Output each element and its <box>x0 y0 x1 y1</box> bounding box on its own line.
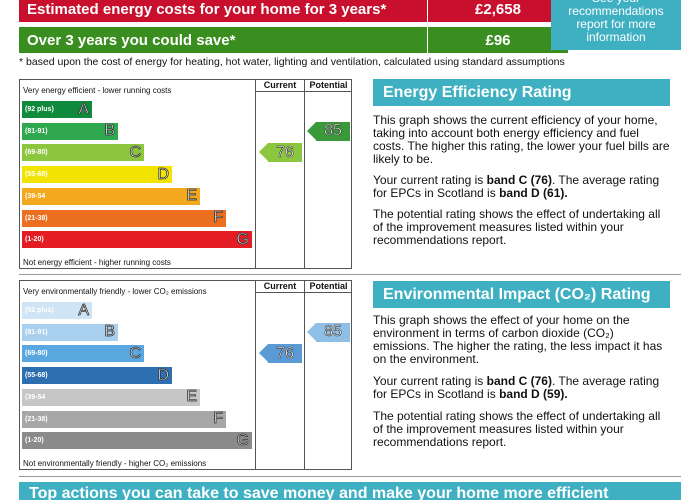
band-letter: G <box>236 431 249 449</box>
band-letter: A <box>78 301 89 319</box>
potential-header: Potential <box>309 80 348 90</box>
energy-cost-label: Estimated energy costs for your home for… <box>19 0 427 22</box>
rating-band-d: (55-68) D <box>22 366 172 385</box>
band-letter: C <box>129 344 141 362</box>
top-caption: Very environmentally friendly - lower CO… <box>23 287 207 296</box>
band-range: (39-54 <box>25 192 46 200</box>
current-header: Current <box>263 281 297 291</box>
potential-rating-arrow: 85 <box>307 322 350 342</box>
rating-band-e: (39-54 E <box>22 388 200 406</box>
savings-value: £96 <box>428 27 568 53</box>
band-letter: D <box>157 165 169 183</box>
rating-band-a: (92 plus) A <box>22 301 92 319</box>
potential-column-divider <box>304 80 305 268</box>
energy-p2-band-current: band C (76) <box>486 173 552 187</box>
header-rule <box>255 91 351 92</box>
footnote: * based upon the cost of energy for heat… <box>19 56 565 68</box>
rating-band-a: (92 plus) A <box>22 100 92 118</box>
top-actions-heading: Top actions you can take to save money a… <box>19 482 681 500</box>
band-letter: B <box>104 122 115 140</box>
energy-p2-band-average: band D (61). <box>499 186 568 200</box>
energy-panel-p3: The potential rating shows the effect of… <box>373 207 661 247</box>
energy-panel-p2: Your current rating is band C (76). The … <box>373 174 673 200</box>
potential-header: Potential <box>309 281 348 291</box>
environmental-panel-p2: Your current rating is band C (76). The … <box>373 375 673 401</box>
environmental-panel-title: Environmental Impact (CO₂) Rating <box>373 281 670 308</box>
env-p2-text-a: Your current rating is <box>373 374 487 388</box>
band-range: (81-91) <box>25 127 48 135</box>
rating-band-b: (81-91) B <box>22 122 118 140</box>
rating-band-f: (21-38) F <box>22 209 226 227</box>
rating-band-c: (69-80) C <box>22 344 144 363</box>
band-range: (55-68) <box>25 372 48 380</box>
rating-band-g: (1-20) G <box>22 431 252 450</box>
energy-cost-value: £2,658 <box>428 0 568 22</box>
band-range: (21-38) <box>25 415 48 423</box>
recommendations-link[interactable]: See your recommendations report for more… <box>551 0 681 50</box>
band-range: (69-80) <box>25 149 48 157</box>
band-range: (1-20) <box>25 437 44 445</box>
section-divider <box>19 274 681 275</box>
bottom-caption: Not energy efficient - higher running co… <box>23 258 171 267</box>
band-letter: D <box>157 366 169 384</box>
current-header: Current <box>263 80 297 90</box>
current-column-divider <box>255 80 256 268</box>
energy-p2-text-b: . The average rating for EPCs in Scotlan… <box>373 173 660 200</box>
band-letter: C <box>129 143 141 161</box>
band-range: (21-38) <box>25 214 48 222</box>
band-range: (92 plus) <box>25 106 54 113</box>
band-letter: A <box>78 100 89 118</box>
energy-p2-text-a: Your current rating is <box>373 173 487 187</box>
environmental-panel-p3: The potential rating shows the effect of… <box>373 409 661 449</box>
bottom-caption: Not environmentally friendly - higher CO… <box>23 459 207 468</box>
band-range: (69-80) <box>25 350 48 358</box>
top-caption: Very energy efficient - lower running co… <box>23 86 172 95</box>
rating-band-f: (21-38) F <box>22 410 226 428</box>
band-range: (39-54 <box>25 393 46 401</box>
band-letter: F <box>213 209 224 227</box>
potential-column-divider <box>304 281 305 469</box>
env-p2-band-average: band D (59). <box>499 387 568 401</box>
current-rating-arrow: 76 <box>259 344 302 364</box>
savings-label: Over 3 years you could save* <box>19 27 427 53</box>
current-column-divider <box>255 281 256 469</box>
band-letter: E <box>186 388 197 406</box>
band-range: (55-68) <box>25 171 48 179</box>
potential-rating-arrow: 85 <box>307 121 350 141</box>
env-p2-text-b: . The average rating for EPCs in Scotlan… <box>373 374 660 401</box>
band-letter: B <box>104 323 115 341</box>
band-range: (81-91) <box>25 328 48 336</box>
band-range: (92 plus) <box>25 307 54 314</box>
rating-band-g: (1-20) G <box>22 230 252 249</box>
rating-band-e: (39-54 E <box>22 187 200 205</box>
rating-band-b: (81-91) B <box>22 323 118 341</box>
band-letter: E <box>186 187 197 205</box>
environmental-impact-chart: Current Potential Very environmentally fri… <box>19 280 352 470</box>
rating-band-c: (69-80) C <box>22 143 144 162</box>
section-divider <box>19 476 681 477</box>
band-letter: G <box>236 230 249 248</box>
energy-panel-p1: This graph shows the current efficiency … <box>373 113 670 166</box>
env-p2-band-current: band C (76) <box>486 374 552 388</box>
environmental-panel-p1: This graph shows the effect of your home… <box>373 313 663 366</box>
energy-efficiency-chart: Current Potential Very energy efficient - … <box>19 79 352 269</box>
energy-panel-title: Energy Efficiency Rating <box>373 79 670 106</box>
band-range: (1-20) <box>25 236 44 244</box>
band-letter: F <box>213 410 224 428</box>
header-rule <box>255 292 351 293</box>
current-rating-arrow: 76 <box>259 143 302 163</box>
rating-band-d: (55-68) D <box>22 165 172 184</box>
